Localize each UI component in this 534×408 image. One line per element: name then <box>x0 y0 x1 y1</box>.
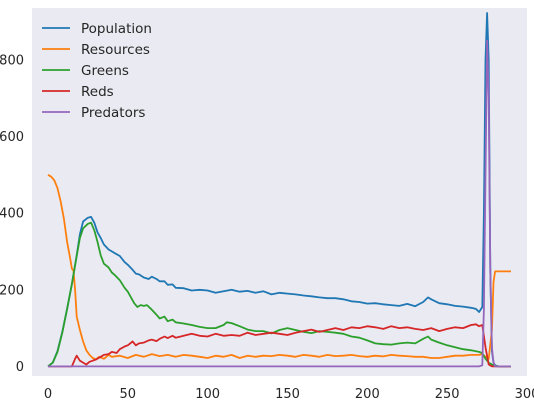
y-tick-label: 200 <box>0 283 24 298</box>
y-tick-label: 0 <box>16 360 24 375</box>
legend-label-predators: Predators <box>81 105 145 121</box>
legend-label-greens: Greens <box>81 63 129 79</box>
y-tick-label: 400 <box>0 207 24 222</box>
series-line-reds <box>48 323 511 368</box>
legend-label-resources: Resources <box>81 42 150 58</box>
y-tick-label: 800 <box>0 53 24 68</box>
x-tick-labels: 0 50 100 150 200 250 300 <box>44 387 534 402</box>
legend-label-reds: Reds <box>81 84 114 100</box>
plot-background <box>32 8 527 376</box>
legend: Population Resources Greens Reds Predators <box>42 21 152 121</box>
series-line-greens <box>47 221 511 368</box>
x-tick-label: 100 <box>195 387 220 402</box>
series-line-resources <box>47 174 511 361</box>
x-tick-label: 200 <box>355 387 380 402</box>
x-tick-label: 0 <box>44 387 52 402</box>
x-tick-label: 250 <box>435 387 460 402</box>
x-tick-label: 50 <box>120 387 137 402</box>
x-tick-label: 150 <box>275 387 300 402</box>
series-line-predators <box>48 39 511 368</box>
y-tick-labels: 0 200 400 600 800 <box>0 53 24 375</box>
y-tick-label: 600 <box>0 130 24 145</box>
series-line-population <box>47 12 511 368</box>
x-tick-label: 300 <box>515 387 534 402</box>
legend-label-population: Population <box>81 21 152 37</box>
series-layer <box>47 12 511 368</box>
